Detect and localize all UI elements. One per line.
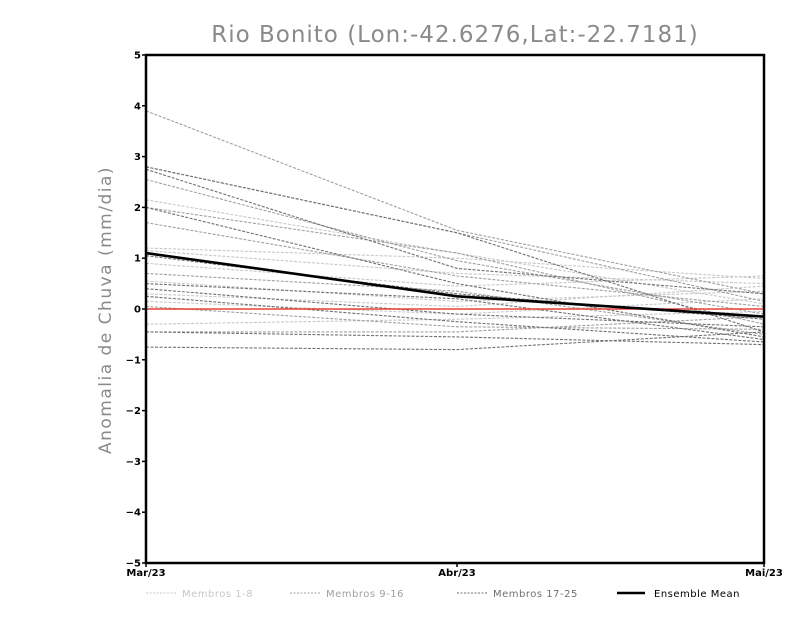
y-tick-label: 1 — [134, 254, 141, 265]
member-line-6 — [145, 285, 765, 308]
member-line-12 — [145, 206, 765, 325]
member-line-4 — [145, 262, 765, 287]
member-line-23 — [145, 295, 765, 343]
legend-label-4: Ensemble Mean — [654, 589, 740, 600]
y-tick-label: 2 — [134, 203, 141, 214]
member-line-2 — [145, 247, 765, 280]
member-line-15 — [145, 305, 765, 330]
y-tick-label: −1 — [126, 355, 141, 366]
y-tick-label: −3 — [126, 457, 141, 468]
member-line-13 — [145, 222, 765, 308]
member-line-11 — [145, 178, 765, 315]
y-tick-label: 0 — [134, 305, 141, 316]
legend-label-1: Membros 1-8 — [182, 589, 253, 600]
member-line-17 — [145, 166, 765, 333]
member-line-1 — [145, 199, 765, 305]
ensemble-mean-line — [145, 251, 765, 318]
legend-label-2: Membros 9-16 — [326, 589, 404, 600]
member-line-8 — [145, 310, 765, 325]
member-line-3 — [145, 250, 765, 285]
y-axis-label: Anomalia de Chuva (mm/dia) — [96, 166, 116, 454]
member-line-19 — [145, 206, 765, 338]
x-tick-label: Abr/23 — [438, 568, 475, 579]
y-tick-label: −5 — [126, 559, 141, 570]
member-line-5 — [145, 280, 765, 302]
member-line-21 — [145, 283, 765, 341]
member-line-18 — [145, 168, 765, 295]
member-line-14 — [145, 272, 765, 335]
member-line-22 — [145, 288, 765, 328]
member-line-24 — [145, 331, 765, 346]
y-tick-label: 5 — [134, 51, 141, 62]
member-line-16 — [146, 316, 765, 333]
legend-label-3: Membros 17-25 — [493, 589, 578, 600]
member-line-9 — [145, 110, 765, 295]
y-tick-label: 4 — [134, 101, 141, 112]
x-tick-label: Mar/23 — [126, 568, 165, 579]
member-line-25 — [145, 331, 765, 351]
y-tick-label: −4 — [126, 508, 141, 519]
chart-title: Rio Bonito (Lon:-42.6276,Lat:-22.7181) — [211, 22, 699, 48]
legend: Membros 1-8 Membros 9-16 Membros 17-25 Ense… — [146, 589, 740, 600]
y-tick-label: 3 — [134, 152, 141, 163]
y-tick-label: −2 — [126, 406, 141, 417]
x-tick-label: Mai/23 — [745, 568, 783, 579]
